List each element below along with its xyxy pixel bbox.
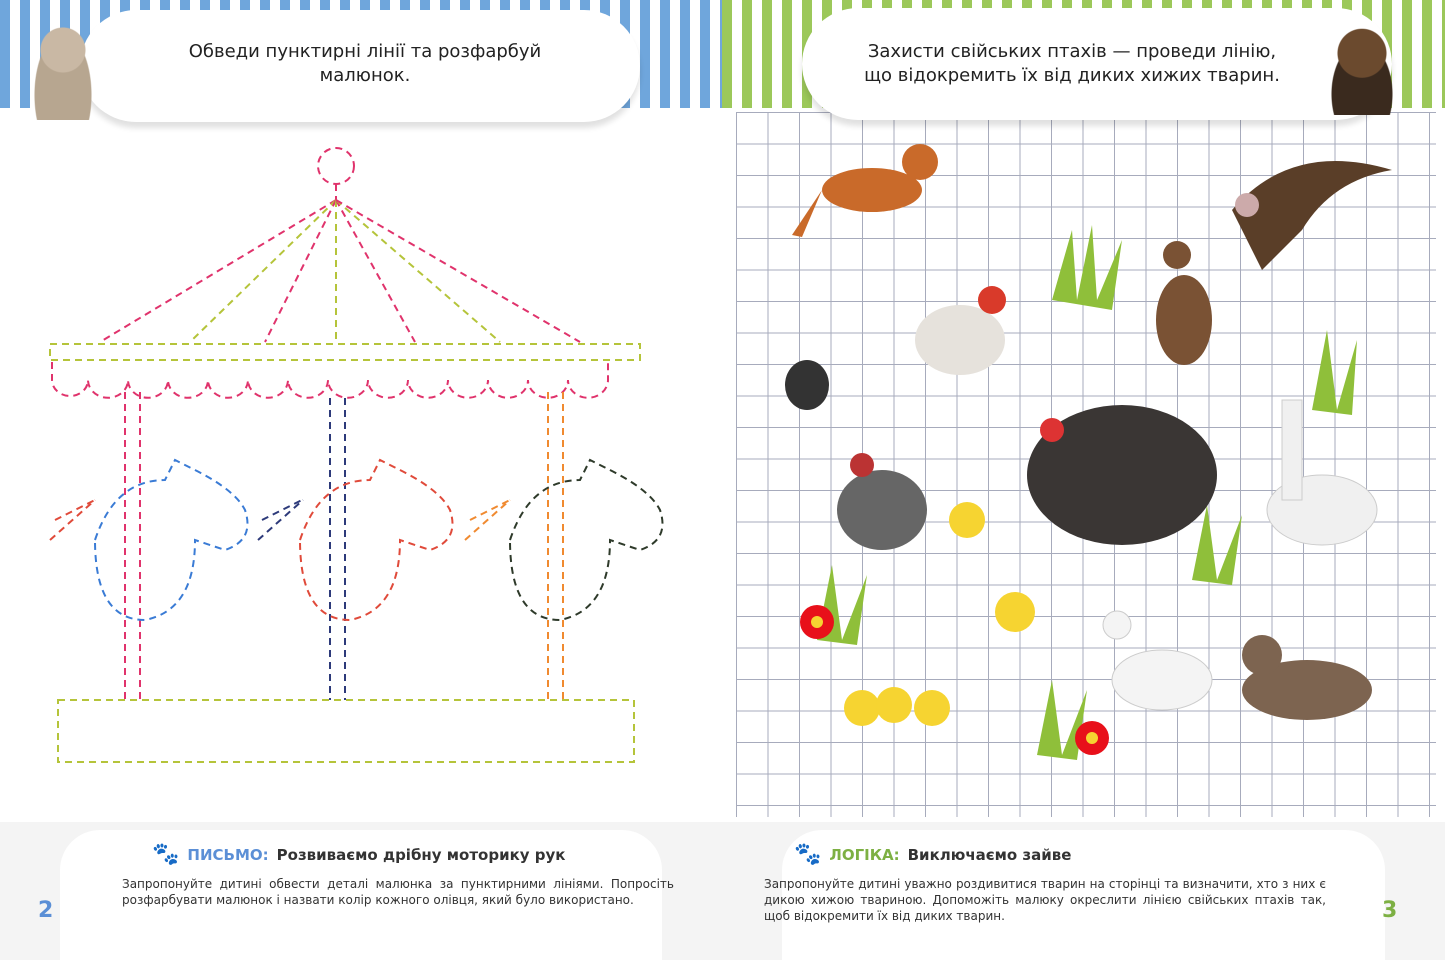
eagle <box>1232 161 1392 270</box>
fox <box>792 144 938 237</box>
page-number: 2 <box>38 898 54 923</box>
white-duck <box>1102 610 1213 711</box>
paw-icon: 🐾 <box>152 842 180 867</box>
hen <box>837 453 927 550</box>
section-title: Виключаємо зайве <box>907 845 1072 864</box>
goose <box>1266 399 1378 546</box>
wolf <box>1242 635 1372 720</box>
kitten-image <box>28 20 98 120</box>
footer-panel <box>722 822 1445 960</box>
page-number: 3 <box>1382 898 1398 923</box>
teacher-note: Запропонуйте дитині уважно роздивитися т… <box>764 877 1326 923</box>
right-page: Захисти свійських птахів — проведи лінію… <box>722 0 1445 960</box>
puppy-image <box>1318 20 1398 115</box>
flowers <box>800 605 1109 755</box>
animals-illustration <box>785 144 1392 760</box>
rooster <box>915 286 1006 375</box>
section-heading: 🐾 ПИСЬМО: Розвиваємо дрібну моторику рук <box>152 842 565 867</box>
chicks <box>844 502 1035 726</box>
section-label: ЛОГІКА: <box>829 845 900 864</box>
instruction-text: Обведи пунктирні лінії та розфарбуй малю… <box>188 41 542 86</box>
teacher-note: Запропонуйте дитині обвести деталі малюн… <box>122 877 674 907</box>
section-title: Розвиваємо дрібну моторику рук <box>276 845 566 864</box>
duck <box>1156 241 1212 365</box>
left-page: Обведи пунктирні лінії та розфарбуй малю… <box>0 0 722 960</box>
carousel-tracing-drawing <box>49 147 664 763</box>
footer-panel <box>0 822 722 960</box>
instruction-cloud <box>802 8 1392 120</box>
section-heading: 🐾 ЛОГІКА: Виключаємо зайве <box>794 842 1071 867</box>
paw-icon: 🐾 <box>794 842 822 867</box>
black-chick <box>785 360 829 410</box>
section-label: ПИСЬМО: <box>187 845 269 864</box>
instruction-cloud <box>80 10 640 122</box>
instruction-text: Захисти свійських птахів — проведи лінію… <box>864 41 1280 86</box>
turkey <box>1027 405 1217 545</box>
